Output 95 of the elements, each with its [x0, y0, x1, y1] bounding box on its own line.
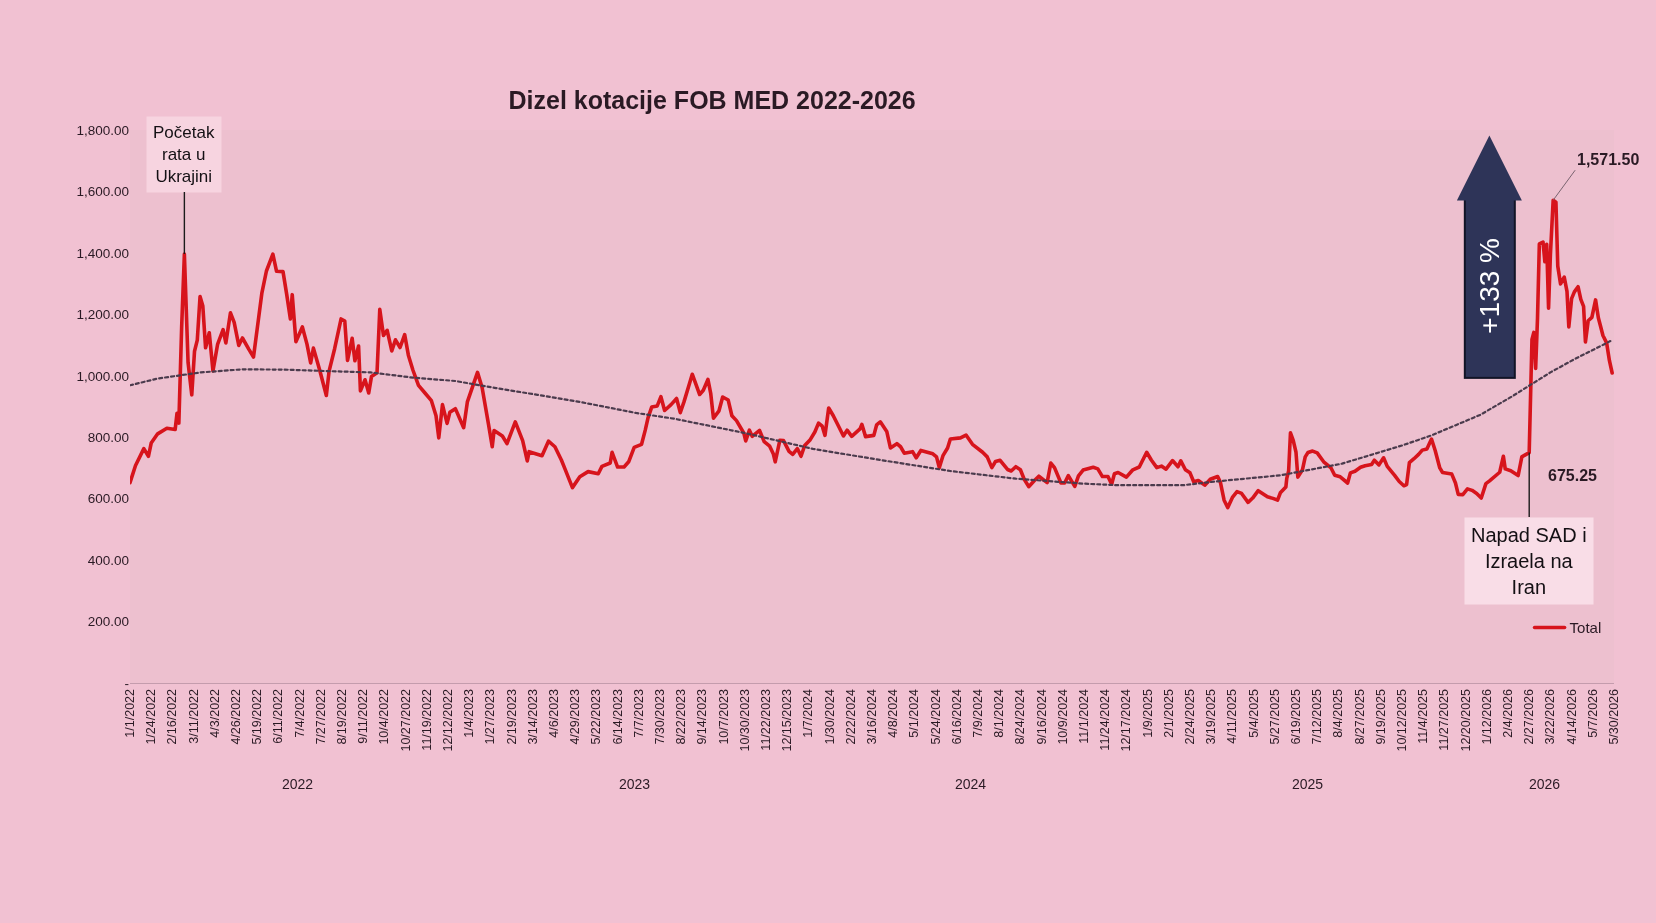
x-tick-label: 1/24/2022 — [144, 688, 159, 745]
x-tick-label: 4/6/2023 — [547, 688, 562, 738]
x-tick-label: 2/1/2025 — [1161, 688, 1176, 738]
x-tick-label: 4/14/2026 — [1564, 688, 1579, 745]
x-tick-label: 12/17/2024 — [1119, 688, 1134, 752]
y-tick-label: 600.00 — [87, 491, 129, 507]
line-series — [130, 339, 1612, 487]
chart-title: Dizel kotacije FOB MED 2022-2026 — [508, 85, 916, 114]
y-tick-label: 1,800.00 — [76, 122, 129, 138]
x-tick-label: 6/16/2024 — [949, 688, 964, 745]
x-tick-label: 9/16/2024 — [1034, 688, 1049, 745]
x-tick-label: 5/22/2023 — [589, 688, 604, 745]
x-tick-label: 7/27/2022 — [313, 688, 328, 745]
x-tick-label: 11/27/2025 — [1437, 688, 1452, 751]
x-tick-label: 5/4/2025 — [1246, 688, 1261, 738]
x-tick-label: 11/22/2023 — [759, 688, 774, 751]
x-tick-label: 9/14/2023 — [695, 688, 710, 745]
x-tick-label: 1/4/2023 — [462, 688, 477, 738]
x-tick-label: 1/30/2024 — [822, 688, 837, 745]
x-tick-label: 8/1/2024 — [992, 688, 1007, 738]
x-tick-label: 11/24/2024 — [1098, 688, 1113, 751]
x-tick-label: 2/27/2026 — [1522, 688, 1537, 745]
x-tick-label: 8/22/2023 — [674, 688, 689, 745]
annotation: Napad SAD i Izraela na Iran — [1471, 524, 1587, 598]
x-tick-label: 3/14/2023 — [525, 688, 540, 745]
x-tick-label: 4/8/2024 — [886, 688, 901, 738]
annotation: Početak rata u Ukrajini — [153, 123, 215, 187]
x-tick-label: 2/16/2022 — [165, 688, 180, 745]
x-tick-label: 1/9/2025 — [1140, 688, 1155, 738]
x-tick-label: 1/7/2024 — [801, 688, 816, 738]
text: 2024 — [955, 776, 987, 792]
x-tick-label: 6/11/2022 — [271, 688, 286, 744]
x-tick-label: 11/1/2024 — [1077, 688, 1092, 744]
x-tick-label: 10/7/2023 — [716, 688, 731, 745]
x-tick-label: 3/11/2022 — [186, 688, 201, 744]
x-tick-label: 7/9/2024 — [971, 688, 986, 738]
y-tick-label: 1,400.00 — [76, 245, 129, 261]
x-tick-label: 8/27/2025 — [1352, 688, 1367, 745]
annotation: +133 % — [1474, 238, 1506, 334]
text: 2023 — [619, 776, 651, 792]
x-tick-label: 7/30/2023 — [653, 688, 668, 745]
x-tick-label: 1/1/2022 — [123, 688, 138, 738]
x-tick-label: 11/19/2022 — [419, 688, 434, 751]
x-tick-label: 10/27/2022 — [398, 688, 413, 752]
line-series — [130, 198, 1614, 510]
x-tick-label: 7/7/2023 — [631, 688, 646, 738]
x-tick-label: 10/12/2025 — [1395, 688, 1410, 752]
x-tick-label: 10/4/2022 — [377, 688, 392, 745]
x-tick-label: 5/30/2026 — [1607, 688, 1622, 745]
x-tick-label: 4/11/2025 — [1225, 688, 1240, 744]
x-tick-label: 12/12/2022 — [441, 688, 456, 752]
y-tick-label: 1,000.00 — [76, 368, 129, 384]
x-tick-label: 6/19/2025 — [1289, 688, 1304, 745]
x-tick-label: 8/19/2022 — [335, 688, 350, 745]
x-tick-label: 4/26/2022 — [229, 688, 244, 745]
x-tick-label: 5/24/2024 — [928, 688, 943, 745]
y-tick-label: 400.00 — [87, 552, 129, 568]
text: 2026 — [1529, 776, 1561, 792]
x-tick-label: 10/30/2023 — [737, 688, 752, 752]
text: 2022 — [282, 776, 314, 792]
legend-label: Total — [1569, 619, 1602, 637]
x-tick-label: 5/1/2024 — [907, 688, 922, 738]
data-label: 1,571.50 — [1577, 151, 1640, 168]
x-tick-label: 8/24/2024 — [1013, 688, 1028, 745]
x-tick-label: 11/4/2025 — [1416, 688, 1431, 744]
x-tick-label: 5/27/2025 — [1267, 688, 1282, 745]
text: 2025 — [1292, 776, 1324, 792]
x-tick-label: 8/4/2025 — [1331, 688, 1346, 738]
x-tick-label: 7/12/2025 — [1310, 688, 1325, 745]
x-tick-label: 4/3/2022 — [207, 688, 222, 738]
x-tick-label: 3/19/2025 — [1204, 688, 1219, 745]
y-tick-label: 200.00 — [87, 614, 129, 630]
x-tick-label: 9/11/2022 — [356, 688, 371, 744]
y-tick-label: 1,200.00 — [76, 307, 129, 323]
x-tick-label: 1/27/2023 — [483, 688, 498, 745]
x-tick-label: 4/29/2023 — [568, 688, 583, 745]
x-tick-label: 12/15/2023 — [780, 688, 795, 752]
x-tick-label: 1/12/2026 — [1479, 688, 1494, 745]
x-tick-label: 9/19/2025 — [1373, 688, 1388, 745]
x-tick-label: 6/14/2023 — [610, 688, 625, 745]
x-tick-label: 2/22/2024 — [843, 688, 858, 745]
data-label: 675.25 — [1548, 467, 1598, 484]
x-tick-label: 2/19/2023 — [504, 688, 519, 745]
x-tick-label: 2/24/2025 — [1183, 688, 1198, 745]
x-tick-label: 3/16/2024 — [865, 688, 880, 745]
y-tick-label: 1,600.00 — [76, 184, 129, 200]
y-tick-label: 800.00 — [87, 429, 129, 445]
x-tick-label: 10/9/2024 — [1055, 688, 1070, 745]
x-tick-label: 2/4/2026 — [1501, 688, 1516, 738]
x-tick-label: 12/20/2025 — [1458, 688, 1473, 752]
x-tick-label: 5/19/2022 — [250, 688, 265, 745]
x-tick-label: 5/7/2026 — [1585, 688, 1600, 738]
x-tick-label: 7/4/2022 — [292, 688, 307, 738]
y-tick-label: - — [124, 675, 129, 691]
x-tick-label: 3/22/2026 — [1543, 688, 1558, 745]
